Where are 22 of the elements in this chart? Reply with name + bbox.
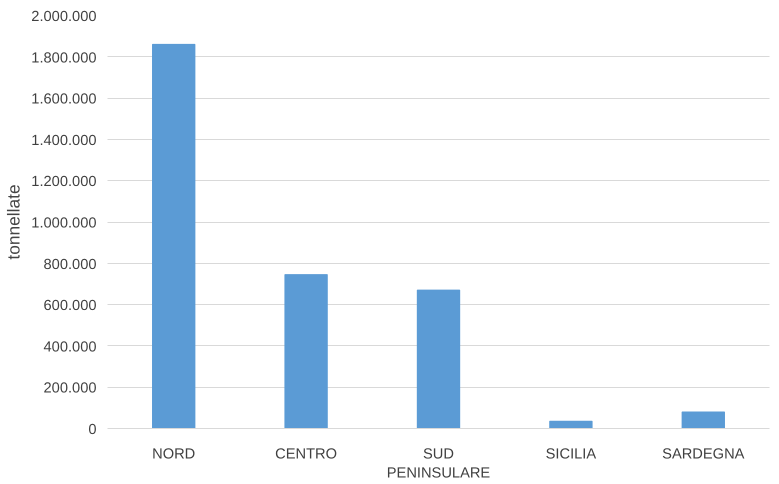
y-axis-title: tonnellate <box>3 184 24 260</box>
bar <box>416 290 460 428</box>
y-tick-label: 1.400.000 <box>31 132 96 149</box>
bar <box>682 411 725 428</box>
y-tick-label: 2.000.000 <box>31 9 96 25</box>
y-tick-label: 1.200.000 <box>31 174 96 190</box>
bar <box>549 420 593 428</box>
bar <box>152 44 196 428</box>
y-tick-label: 0 <box>88 422 97 438</box>
x-tick-label: SICILIA <box>546 446 596 462</box>
bar <box>284 274 328 428</box>
y-tick-label: 1.600.000 <box>31 92 96 108</box>
x-tick-label: CENTRO <box>275 446 338 462</box>
y-tick-label: 1.800.000 <box>31 50 96 66</box>
x-tick-label: SUD PENINSULARE <box>386 446 490 482</box>
y-tick-label: 600.000 <box>44 298 97 314</box>
x-tick-label: SARDEGNA <box>662 446 745 462</box>
x-tick-label: NORD <box>152 446 196 462</box>
y-tick-label: 400.000 <box>44 339 97 356</box>
y-tick-label: 1.000.000 <box>31 216 96 232</box>
y-tick-label: 800.000 <box>44 256 97 273</box>
y-tick-label: 200.000 <box>44 380 97 397</box>
